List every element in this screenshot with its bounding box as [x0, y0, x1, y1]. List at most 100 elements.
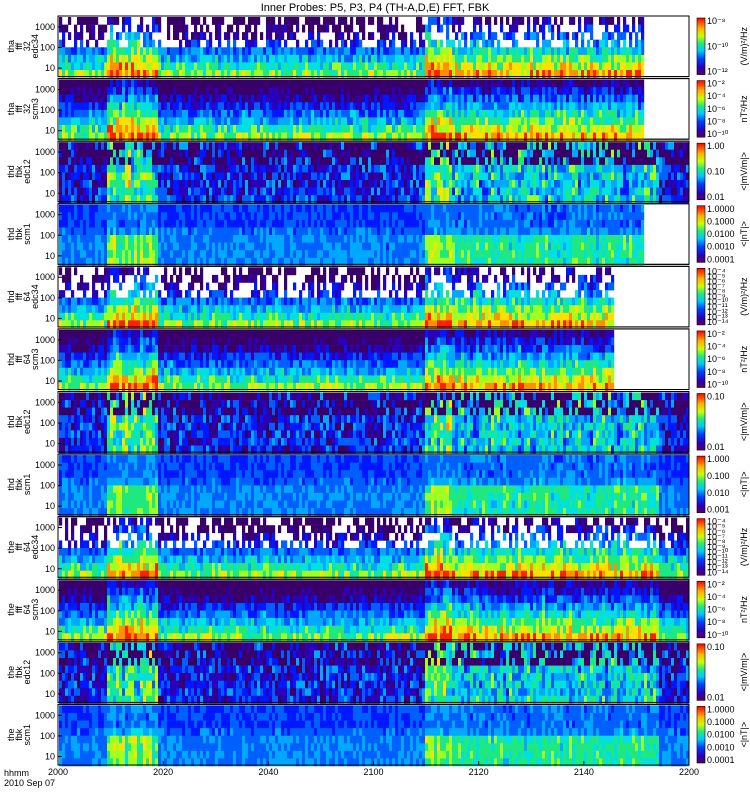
spectrogram-cell	[638, 109, 642, 118]
spectrogram-cell	[467, 180, 471, 188]
spectrogram-cell	[266, 32, 270, 40]
spectrogram-cell	[71, 149, 75, 158]
spectrogram-cell	[575, 172, 579, 181]
spectrogram-cell	[95, 180, 99, 188]
spectrogram-cell	[530, 54, 534, 63]
spectrogram-cell	[497, 62, 501, 71]
spectrogram-cell	[542, 187, 546, 196]
spectrogram-cell	[167, 227, 171, 236]
spectrogram-cell	[350, 17, 354, 25]
spectrogram-cell	[146, 132, 150, 141]
spectrogram-cell	[164, 187, 168, 196]
spectrogram-cell	[407, 157, 411, 166]
spectrogram-cell	[593, 102, 597, 111]
spectrogram-cell	[602, 47, 606, 56]
spectrogram-cell	[491, 172, 495, 181]
spectrogram-cell	[458, 24, 462, 33]
spectrogram-cell	[422, 164, 426, 173]
spectrogram-cell	[191, 62, 195, 71]
spectrogram-cell	[464, 172, 468, 181]
spectrogram-cell	[443, 125, 447, 133]
spectrogram-cell	[530, 62, 534, 71]
spectrogram-cell	[164, 47, 168, 56]
spectrogram-cell	[65, 94, 69, 103]
spectrogram-cell	[185, 172, 189, 181]
spectrogram-cell	[74, 204, 78, 213]
spectrogram-cell	[383, 79, 387, 88]
spectrogram-cell	[488, 125, 492, 133]
spectrogram-cell	[245, 54, 249, 63]
spectrogram-cell	[194, 125, 198, 133]
spectrogram-cell	[398, 109, 402, 118]
spectrogram-cell	[419, 54, 423, 63]
spectrogram-cell	[287, 32, 291, 40]
spectrogram-cell	[89, 164, 93, 173]
spectrogram-cell	[140, 204, 144, 213]
spectrogram-cell	[413, 149, 417, 158]
spectrogram-cell	[320, 54, 324, 63]
spectrogram-cell	[104, 24, 108, 33]
spectrogram-cell	[263, 195, 267, 204]
spectrogram-cell	[641, 164, 645, 173]
spectrogram-cell	[518, 125, 522, 133]
spectrogram-cell	[350, 62, 354, 71]
spectrogram-cell	[578, 164, 582, 173]
spectrogram-cell	[524, 70, 528, 78]
spectrogram-cell	[248, 87, 252, 96]
spectrogram-cell	[434, 164, 438, 173]
spectrogram-cell	[218, 172, 222, 181]
spectrogram-cell	[554, 125, 558, 133]
spectrogram-cell	[158, 250, 162, 259]
spectrogram-cell	[506, 62, 510, 71]
spectrogram-cell	[506, 187, 510, 196]
spectrogram-cell	[341, 117, 345, 126]
spectrogram-cell	[410, 149, 414, 158]
spectrogram-cell	[488, 164, 492, 173]
spectrogram-cell	[629, 102, 633, 111]
spectrogram-cell	[134, 125, 138, 133]
spectrogram-cell	[149, 142, 153, 151]
spectrogram-cell	[443, 142, 447, 151]
spectrogram-cell	[173, 172, 177, 181]
spectrogram-cell	[338, 54, 342, 63]
spectrogram-cell	[593, 54, 597, 63]
spectrogram-cell	[644, 172, 648, 181]
spectrogram-cell	[95, 54, 99, 63]
spectrogram-cell	[152, 227, 156, 236]
spectrogram-cell	[521, 70, 525, 78]
spectrogram-cell	[461, 109, 465, 118]
spectrogram-cell	[488, 94, 492, 103]
spectrogram-cell	[566, 62, 570, 71]
spectrogram-cell	[68, 102, 72, 111]
spectrogram-cell	[152, 47, 156, 56]
spectrogram-cell	[419, 79, 423, 88]
spectrogram-cell	[191, 102, 195, 111]
spectrogram-cell	[107, 87, 111, 96]
spectrogram-cell	[425, 47, 429, 56]
spectrogram-cell	[353, 195, 357, 204]
spectrogram-cell	[290, 32, 294, 40]
spectrogram-cell	[431, 195, 435, 204]
spectrogram-cell	[569, 94, 573, 103]
spectrogram-cell	[581, 32, 585, 40]
spectrogram-cell	[365, 125, 369, 133]
spectrogram-cell	[620, 79, 624, 88]
spectrogram-cell	[77, 204, 81, 213]
spectrogram-cell	[527, 172, 531, 181]
spectrogram-cell	[308, 187, 312, 196]
spectrogram-cell	[401, 54, 405, 63]
spectrogram-cell	[380, 180, 384, 188]
spectrogram-cell	[320, 109, 324, 118]
spectrogram-cell	[590, 187, 594, 196]
spectrogram-cell	[419, 142, 423, 151]
spectrogram-cell	[587, 39, 591, 48]
spectrogram-cell	[485, 195, 489, 204]
spectrogram-cell	[260, 149, 264, 158]
spectrogram-cell	[293, 94, 297, 103]
spectrogram-cell	[179, 149, 183, 158]
spectrogram-cell	[206, 257, 210, 266]
spectrogram-cell	[179, 47, 183, 56]
spectrogram-cell	[86, 17, 90, 25]
spectrogram-cell	[476, 142, 480, 151]
spectrogram-cell	[533, 54, 537, 63]
